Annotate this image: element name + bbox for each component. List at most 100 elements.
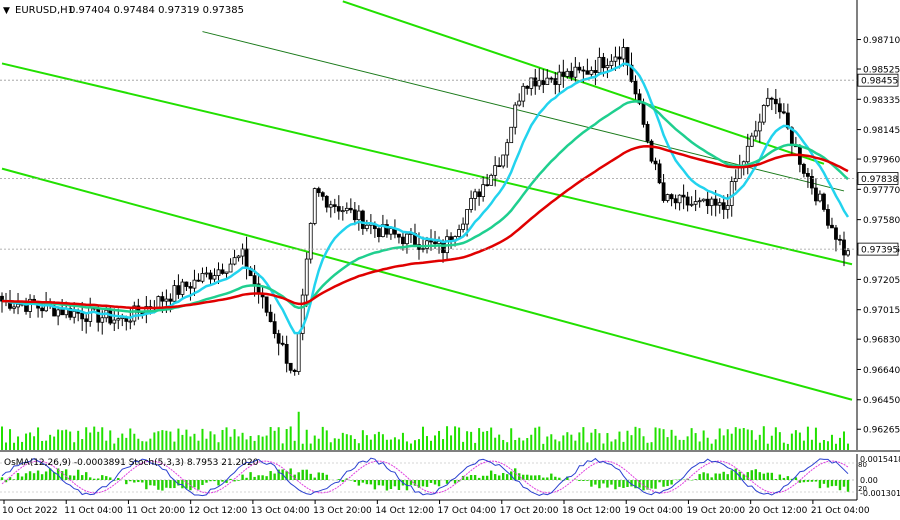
candle — [68, 303, 73, 321]
volume-bar — [554, 439, 557, 450]
volume-bar — [834, 443, 837, 450]
volume-bar — [233, 429, 236, 450]
volume-bar — [714, 439, 717, 450]
osma-bar — [666, 480, 669, 487]
x-tick-label: 13 Oct 04:00 — [251, 506, 310, 516]
candle — [549, 76, 554, 83]
volume-bar — [397, 439, 400, 450]
y-tick-label: 0.96830 — [863, 336, 900, 346]
osma-bar — [421, 480, 425, 487]
osma-bar — [397, 480, 401, 490]
candle — [685, 191, 690, 212]
candle — [236, 254, 241, 262]
osma-bar — [225, 480, 228, 483]
candle — [749, 132, 754, 148]
osma-bar — [846, 480, 850, 492]
candle — [765, 88, 770, 108]
volume-bar — [81, 439, 84, 450]
chart-ohlc-values: 0.97404 0.97484 0.97319 0.97385 — [69, 5, 244, 16]
candle — [569, 62, 574, 81]
candle — [324, 195, 329, 213]
osma-bar — [550, 473, 553, 480]
osma-bar — [381, 480, 385, 486]
candle — [705, 191, 710, 214]
volume-bar — [177, 428, 180, 450]
volume-bar — [401, 432, 404, 450]
candle — [661, 174, 666, 203]
x-tick-label: 10 Oct 2022 — [2, 506, 58, 516]
osma-bar — [489, 470, 493, 480]
osma-bar — [369, 480, 373, 485]
osma-bar — [40, 474, 44, 480]
osma-bar — [746, 472, 749, 480]
candle — [814, 178, 818, 206]
oscillator-tick-label: -0.001301 — [860, 489, 900, 498]
candle — [344, 202, 349, 214]
osma-bar — [241, 474, 244, 480]
y-tick-label: 0.98335 — [863, 96, 900, 106]
osma-bar — [393, 480, 397, 487]
volume-bar — [818, 442, 821, 450]
osma-bar — [193, 480, 196, 488]
trend-line — [202, 31, 845, 192]
candle — [192, 269, 197, 296]
volume-bar — [241, 432, 244, 450]
volume-bar — [826, 441, 829, 450]
candle — [773, 88, 778, 115]
volume-bar — [317, 438, 320, 450]
osma-bar — [0, 477, 4, 480]
volume-bar — [93, 426, 96, 450]
osma-bar — [357, 480, 361, 486]
x-tick-label: 19 Oct 04:00 — [624, 506, 683, 516]
candle — [701, 198, 706, 203]
osma-bar — [453, 480, 457, 484]
candle — [777, 97, 782, 119]
osma-bar — [610, 480, 613, 485]
osma-bar — [542, 477, 545, 480]
volume-bar — [261, 436, 264, 450]
candle — [537, 68, 542, 90]
volume-bar — [21, 441, 24, 450]
volume-bar — [393, 437, 396, 450]
osma-bar — [626, 480, 629, 487]
volume-bar — [698, 441, 701, 450]
volume-bar — [181, 434, 184, 450]
osma-bar — [698, 474, 701, 480]
volume-bar — [361, 430, 364, 450]
osma-bar — [413, 480, 417, 486]
volume-bar — [558, 441, 561, 450]
osma-bar — [702, 472, 705, 480]
candle — [633, 75, 638, 100]
volume-bar — [494, 437, 497, 450]
candle — [761, 104, 766, 125]
candle — [517, 93, 522, 107]
osma-bar — [277, 469, 280, 480]
volume-bar — [305, 429, 308, 450]
volume-bar — [37, 427, 40, 450]
volume-bar — [662, 429, 665, 450]
osma-bar — [365, 480, 369, 485]
osma-bar — [646, 480, 649, 490]
candle — [144, 296, 149, 324]
osma-bar — [84, 472, 88, 480]
osma-bar — [137, 480, 140, 483]
volume-bar — [782, 442, 785, 450]
volume-bar — [113, 443, 116, 450]
osma-bar — [265, 476, 268, 480]
volume-bar — [674, 435, 677, 450]
osma-bar — [237, 480, 240, 481]
y-tick-label: 0.97770 — [863, 186, 900, 196]
volume-bar — [750, 430, 753, 450]
osma-bar — [834, 480, 838, 486]
candle — [521, 83, 526, 108]
volume-bar — [518, 437, 521, 450]
osma-bar — [630, 480, 633, 487]
volume-bar — [622, 441, 625, 450]
osma-bar — [24, 473, 28, 480]
volume-bar — [293, 440, 296, 450]
volume-bar — [562, 435, 565, 450]
osma-bar — [105, 476, 108, 480]
osma-bar — [566, 476, 569, 480]
osma-bar — [165, 480, 168, 488]
osma-bar — [590, 480, 593, 487]
